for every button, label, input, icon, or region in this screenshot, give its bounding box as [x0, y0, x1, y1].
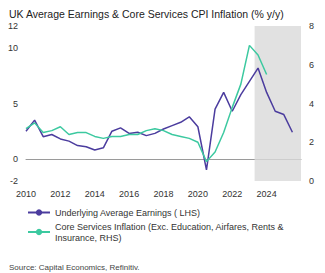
svg-text:4: 4 — [309, 99, 314, 109]
svg-text:UK Average Earnings & Core Ser: UK Average Earnings & Core Services CPI … — [9, 8, 284, 20]
svg-text:2014: 2014 — [85, 189, 105, 199]
svg-text:8: 8 — [309, 21, 314, 31]
svg-text:Underlying Average Earnings (: Underlying Average Earnings ( LHS) — [55, 208, 200, 218]
svg-text:2022: 2022 — [222, 189, 242, 199]
svg-text:2020: 2020 — [188, 189, 208, 199]
svg-text:2012: 2012 — [50, 189, 70, 199]
svg-text:Source: Capital Economics, Ref: Source: Capital Economics, Refinitiv. — [9, 263, 140, 272]
svg-text:10: 10 — [8, 43, 18, 53]
svg-text:2016: 2016 — [119, 189, 139, 199]
svg-text:Insurance, RHS): Insurance, RHS) — [55, 233, 122, 243]
svg-text:6: 6 — [309, 60, 314, 70]
svg-text:0: 0 — [13, 154, 18, 164]
svg-text:Core Services Inflation (Exc.: Core Services Inflation (Exc. Education,… — [55, 222, 286, 232]
svg-text:2010: 2010 — [16, 189, 36, 199]
svg-text:2018: 2018 — [153, 189, 173, 199]
svg-text:0: 0 — [309, 176, 314, 186]
svg-text:12: 12 — [8, 21, 18, 31]
svg-text:2024: 2024 — [257, 189, 277, 199]
svg-text:2: 2 — [309, 137, 314, 147]
svg-text:5: 5 — [13, 99, 18, 109]
svg-text:-2: -2 — [10, 176, 18, 186]
